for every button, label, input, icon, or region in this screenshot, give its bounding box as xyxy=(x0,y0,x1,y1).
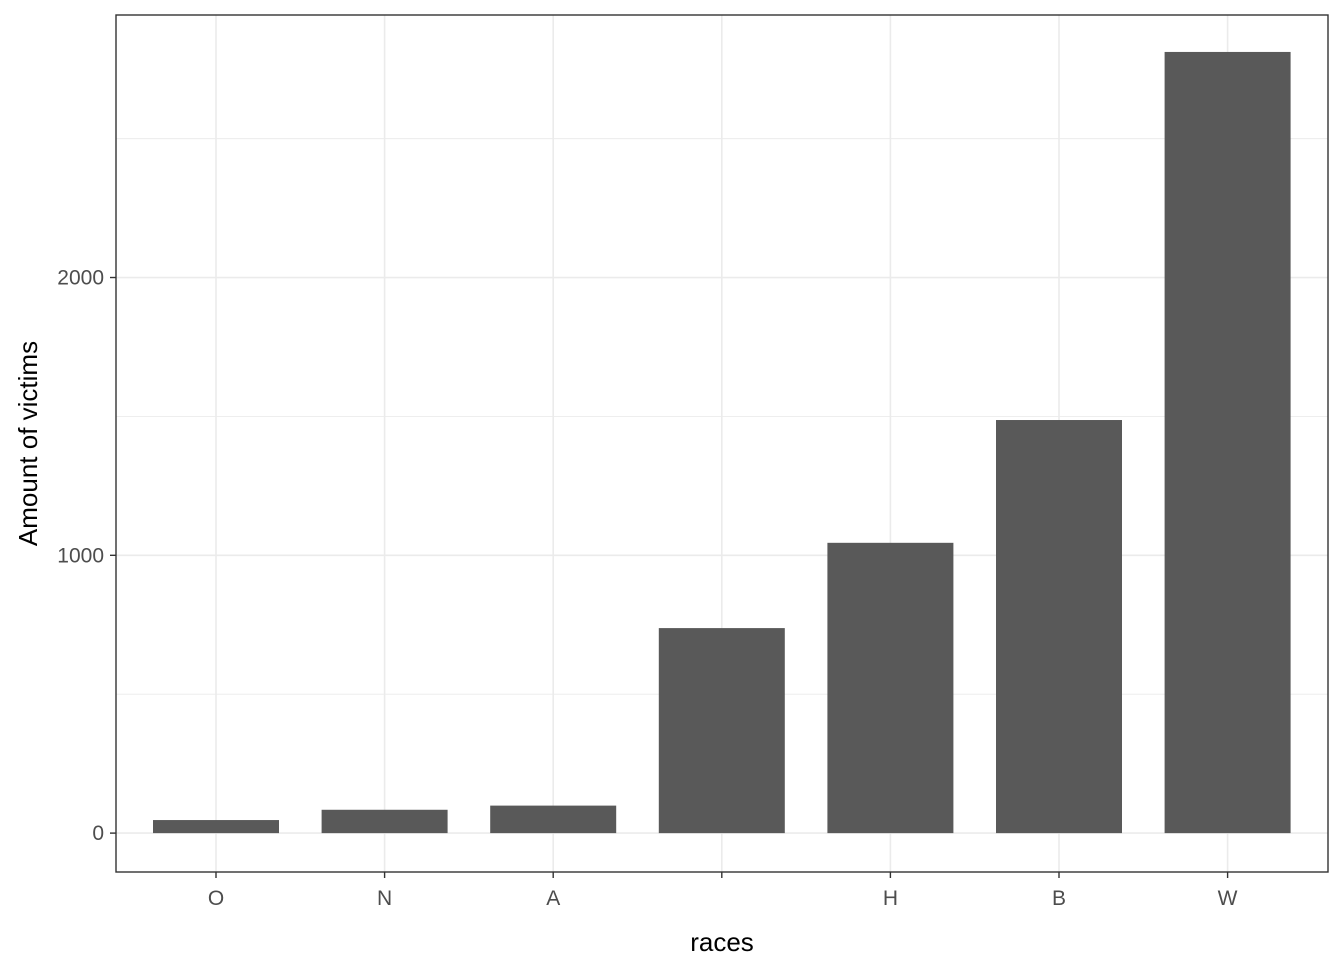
x-tick-label: O xyxy=(208,887,224,910)
x-tick-label: H xyxy=(883,887,898,910)
bar xyxy=(996,420,1122,834)
x-tick-label: B xyxy=(1052,887,1066,910)
x-tick-label: A xyxy=(546,887,560,910)
y-tick-label: 1000 xyxy=(57,544,104,567)
y-tick-label: 0 xyxy=(92,822,104,845)
x-tick-label: N xyxy=(377,887,392,910)
bar xyxy=(490,805,617,834)
x-axis-title: races xyxy=(690,927,754,957)
x-tick-label: W xyxy=(1218,887,1238,910)
bar xyxy=(827,542,954,834)
y-axis-title: Amount of victims xyxy=(13,341,43,546)
y-axis: 0 1000 2000 xyxy=(57,267,116,845)
bar xyxy=(658,628,785,834)
bar xyxy=(153,820,279,834)
bars xyxy=(153,51,1291,834)
bar xyxy=(1164,51,1291,834)
bar xyxy=(321,809,448,834)
y-tick-label: 2000 xyxy=(57,267,104,290)
